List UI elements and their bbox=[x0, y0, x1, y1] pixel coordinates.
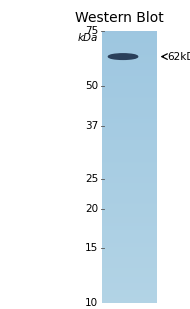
Text: 20: 20 bbox=[85, 204, 98, 214]
Ellipse shape bbox=[108, 54, 138, 59]
Text: 25: 25 bbox=[85, 174, 98, 184]
Text: 10: 10 bbox=[85, 298, 98, 308]
Text: 62kDa: 62kDa bbox=[168, 52, 190, 61]
Text: 15: 15 bbox=[85, 243, 98, 253]
Text: Western Blot: Western Blot bbox=[75, 11, 164, 25]
Text: 37: 37 bbox=[85, 121, 98, 131]
Text: kDa: kDa bbox=[78, 33, 98, 43]
Text: 50: 50 bbox=[85, 81, 98, 91]
Text: 75: 75 bbox=[85, 26, 98, 36]
